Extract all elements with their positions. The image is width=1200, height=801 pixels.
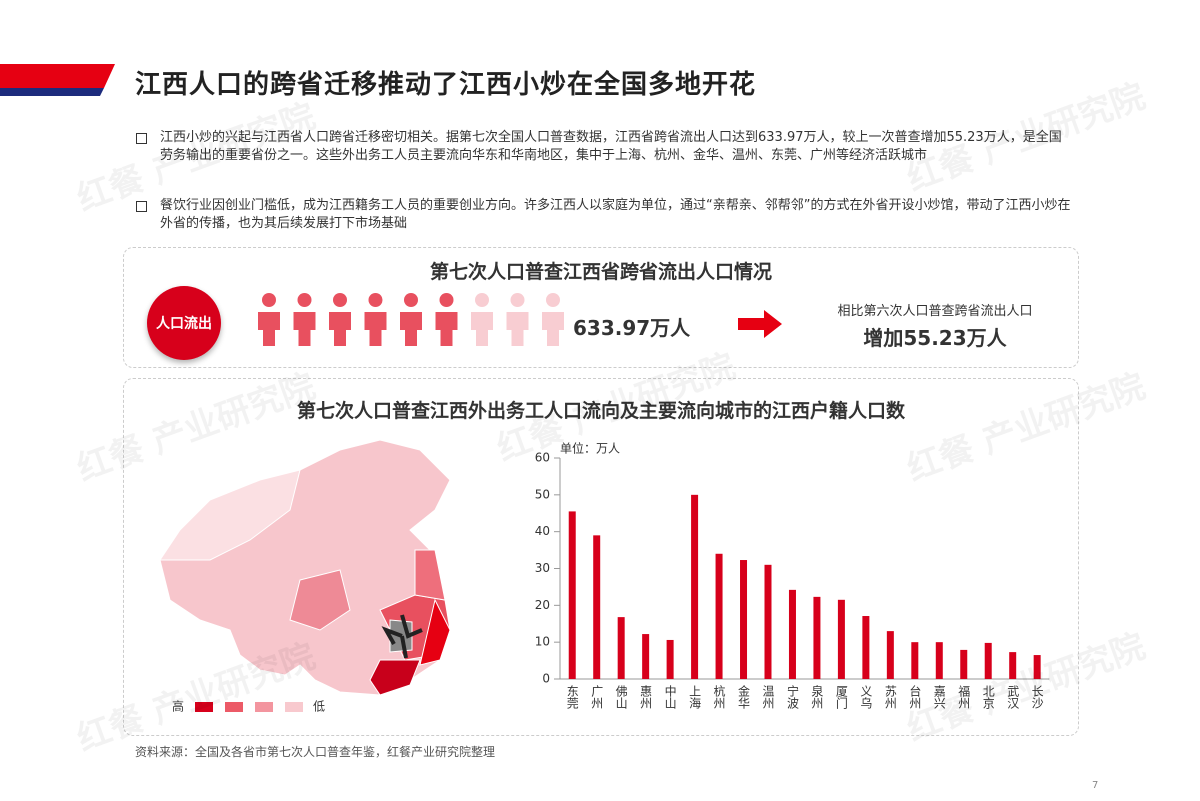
bar-chart: 单位：万人 0 10 20 30 40 50 60 东莞 广州 佛山 惠州 中山 上海 杭州 金华 温州 宁波泉… [535, 441, 1050, 710]
x-tick-label: 宁波 [785, 684, 799, 710]
x-tick-label: 嘉兴 [932, 685, 946, 709]
person-body [506, 312, 529, 346]
x-tick-label: 北京 [981, 685, 995, 710]
flow-box [123, 378, 1079, 736]
person-head [368, 293, 383, 307]
x-tick-label: 杭州 [712, 684, 726, 709]
x-tick-label: 福州 [957, 684, 971, 709]
header-bar [0, 64, 115, 96]
person-body [542, 312, 564, 346]
x-tick-label: 苏州 [883, 685, 897, 709]
person-body [329, 312, 351, 346]
legend-label: 低 [313, 700, 325, 714]
y-tick-label: 0 [542, 672, 550, 686]
legend-label: 高 [172, 699, 184, 714]
bar [1009, 652, 1017, 679]
x-tick-label: 金华 [737, 684, 751, 709]
page-number: 7 [1092, 780, 1099, 791]
x-tick-label: 长沙 [1030, 685, 1044, 709]
y-tick-label: 10 [535, 635, 550, 649]
bar [617, 617, 625, 679]
person-body [435, 312, 458, 346]
x-tick-label: 上海 [688, 685, 702, 709]
badge: 人口流出 [147, 286, 221, 360]
person-head [333, 293, 347, 307]
bar [984, 642, 992, 679]
bar [593, 535, 601, 679]
bullet: 餐饮行业因创业门槛低，成为江西籍务工人员的重要创业方向。许多江西人以家庭为单位，… [136, 198, 1071, 231]
person-body [364, 312, 387, 346]
bar [911, 642, 919, 679]
bar [764, 564, 772, 679]
bullet: 江西小炒的兴起与江西省人口跨省迁移密切相关。据第七次全国人口普查数据，江西省跨省… [136, 129, 1072, 165]
bar [740, 560, 748, 679]
y-tick-label: 30 [535, 561, 550, 575]
bar [715, 553, 723, 679]
x-tick-label: 中山 [663, 684, 677, 709]
x-tick-label: 惠州 [639, 685, 653, 709]
bar [666, 639, 674, 679]
bar [788, 589, 796, 679]
bar [568, 511, 576, 679]
bar [1033, 655, 1041, 679]
people-icons [258, 293, 564, 346]
y-tick-label: 60 [535, 451, 550, 465]
box-title: 第七次人口普查江西省跨省流出人口情况 [429, 261, 772, 283]
person-head [297, 293, 312, 307]
bar [935, 642, 943, 679]
person-head [510, 293, 525, 307]
y-tick-label: 50 [535, 487, 550, 501]
outflow-box [123, 247, 1079, 368]
source: 资料来源：全国及各省市第七次人口普查年鉴，红餐产业研究院整理 [135, 745, 496, 759]
arrow [738, 310, 782, 338]
bar [960, 649, 968, 679]
person-head [546, 293, 560, 307]
person-head [262, 293, 276, 307]
bar [813, 596, 821, 679]
bar [862, 616, 870, 679]
bar [642, 634, 650, 679]
map: 高 低 [159, 439, 451, 714]
compare-label: 相比第六次人口普查跨省流出人口 [837, 304, 1033, 319]
bar [837, 599, 845, 679]
x-tick-label: 温州 [761, 685, 775, 709]
y-tick-label: 20 [535, 598, 550, 612]
compare-value: 增加55.23万人 [863, 326, 1007, 350]
person-head [439, 293, 454, 307]
total: 633.97万人 [573, 316, 691, 340]
person-body [471, 312, 493, 346]
page-title: 江西人口的跨省迁移推动了江西小炒在全国多地开花 [135, 70, 757, 100]
x-tick-label: 厦门 [834, 685, 848, 709]
x-tick-label: 东莞 [565, 685, 579, 710]
unit-label: 单位：万人 [560, 441, 620, 456]
x-tick-label: 佛山 [614, 685, 628, 709]
x-tick-label: 泉州 [810, 685, 824, 709]
x-tick-label: 台州 [908, 684, 922, 709]
box-title: 第七次人口普查江西外出务工人口流向及主要流向城市的江西户籍人口数 [296, 400, 905, 422]
person-head [475, 293, 489, 307]
bar [886, 631, 894, 679]
person-body [293, 312, 316, 346]
person-body [400, 312, 422, 346]
x-tick-label: 义乌 [859, 685, 873, 709]
person-body [258, 312, 280, 346]
person-head [404, 293, 418, 307]
y-tick-label: 40 [535, 524, 550, 538]
x-tick-label: 武汉 [1006, 685, 1020, 709]
bar [691, 494, 699, 679]
x-tick-label: 广州 [590, 685, 604, 709]
